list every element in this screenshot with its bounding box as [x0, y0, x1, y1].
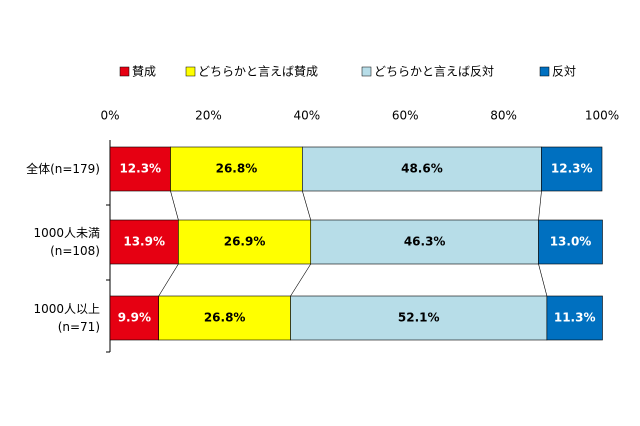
category-line: 全体(n=179) — [26, 161, 100, 176]
value-label: 26.9% — [224, 235, 266, 249]
bar-segment — [109, 146, 171, 192]
value-label: 52.1% — [398, 311, 440, 325]
category-line: 1000人未満 — [33, 226, 100, 240]
value-label: 26.8% — [216, 162, 258, 176]
bar-segment — [158, 295, 291, 341]
legend-swatch — [119, 66, 130, 77]
value-label: 9.9% — [118, 311, 151, 325]
legend-swatch — [361, 66, 372, 77]
bar-segment — [310, 219, 539, 265]
series-line — [538, 190, 542, 221]
legend-swatch — [539, 66, 550, 77]
value-label: 48.6% — [401, 162, 443, 176]
series-line — [290, 263, 311, 297]
bar-segment — [109, 295, 160, 341]
bar-segment — [178, 219, 312, 265]
legend-label: どちらかと言えば反対 — [374, 65, 494, 79]
bar-segment — [290, 295, 548, 341]
series-line — [158, 263, 179, 297]
x-tick-label: 20% — [195, 109, 222, 123]
x-tick-label: 0% — [100, 109, 119, 123]
series-line — [302, 190, 312, 221]
category-label: 1000人以上 (n=71) — [33, 302, 100, 334]
bar-segment — [538, 219, 603, 265]
series-line — [170, 190, 179, 221]
bar-segment — [541, 146, 603, 192]
bar-segment — [170, 146, 303, 192]
series-line — [538, 263, 548, 297]
value-label: 26.8% — [204, 311, 246, 325]
x-tick-label: 80% — [490, 109, 517, 123]
bar-segment — [546, 295, 603, 341]
category-label: 1000人未満 (n=108) — [33, 226, 100, 258]
value-label: 11.3% — [554, 311, 596, 325]
legend-label: 賛成 — [132, 65, 156, 79]
legend-swatch — [185, 66, 196, 77]
legend-label: どちらかと言えば賛成 — [198, 65, 318, 79]
category-line: 1000人以上 — [33, 302, 100, 316]
x-tick-label: 100% — [585, 109, 619, 123]
bar-segment — [302, 146, 542, 192]
value-label: 46.3% — [404, 235, 446, 249]
value-label: 13.0% — [550, 235, 592, 249]
value-label: 13.9% — [123, 235, 165, 249]
category-line: (n=71) — [58, 320, 100, 334]
category-label: 全体(n=179) — [26, 161, 100, 176]
value-label: 12.3% — [119, 162, 161, 176]
bar-segment — [109, 219, 179, 265]
legend-label: 反対 — [552, 65, 576, 79]
value-label: 12.3% — [551, 162, 593, 176]
x-tick-label: 40% — [293, 109, 320, 123]
x-tick-label: 60% — [392, 109, 419, 123]
category-line: (n=108) — [50, 244, 100, 258]
